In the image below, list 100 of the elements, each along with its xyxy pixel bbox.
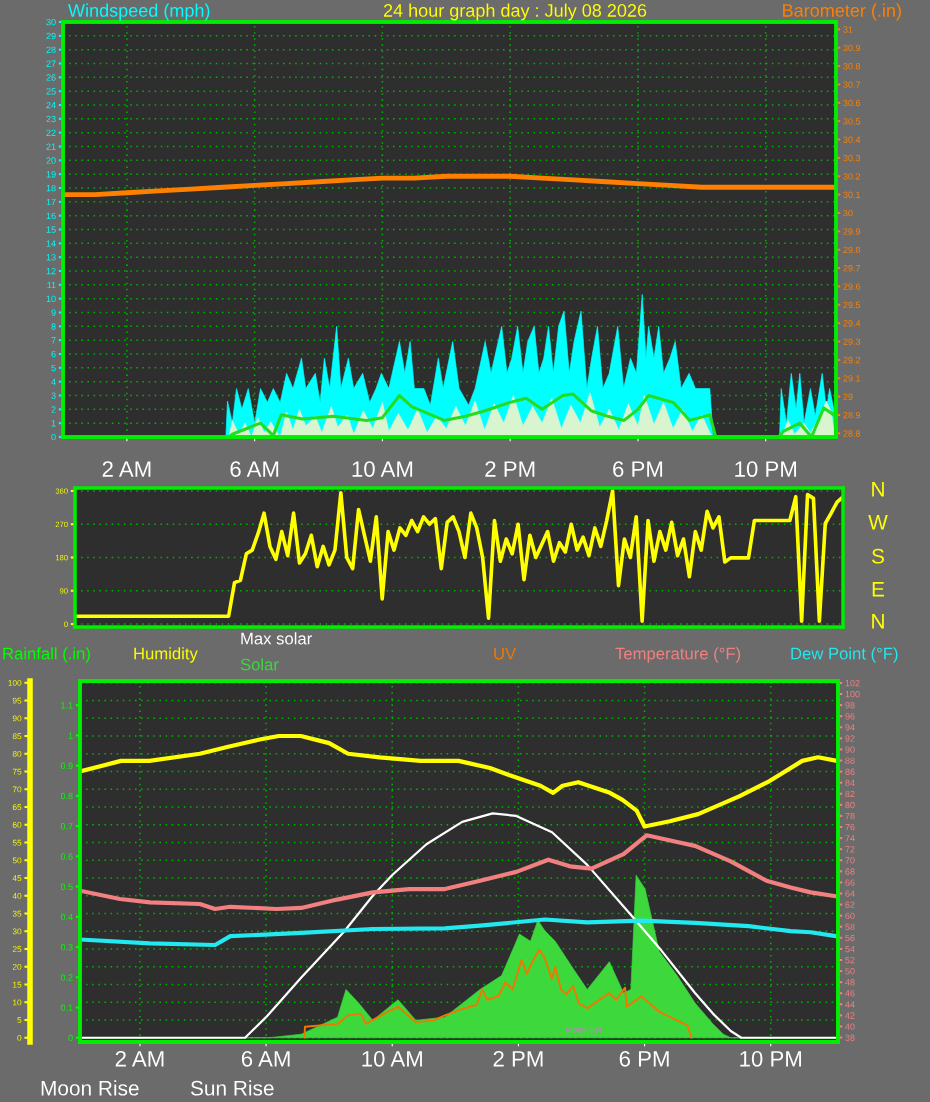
chart-title: 24 hour graph day : July 08 2026 [383, 3, 647, 21]
y-tick-label: 30 [12, 928, 22, 935]
y2-tick-label: 29 [843, 393, 853, 400]
y-axis-title: Humidity [134, 647, 198, 663]
x-tick-label: 6 AM [230, 461, 279, 477]
y2-tick-label: 30.9 [843, 44, 861, 52]
y2-tick-label: 28.8 [843, 430, 861, 437]
y-tick-label: 65 [12, 804, 22, 811]
y2-tick-label: 96 [845, 713, 855, 720]
y-tick-label: 25 [46, 88, 56, 95]
y3-tick-label: 0.2 [60, 974, 73, 981]
y-tick-label: 45 [12, 875, 22, 882]
y2-tick-label: 29.9 [843, 228, 861, 235]
y3-tick-label: 0.5 [60, 883, 73, 890]
text: S [872, 548, 884, 564]
y-tick-label: 7 [51, 337, 56, 344]
y3-tick-label: 0.9 [60, 762, 73, 770]
x-tick-label: 2 AM [115, 1050, 164, 1067]
y-tick-label: 5 [51, 364, 56, 372]
y2-tick-label: 44 [845, 1001, 855, 1008]
y-tick-label: 90 [12, 715, 22, 722]
x-tick-label: 2 PM [485, 461, 535, 477]
x-tick-label: 6 PM [613, 461, 663, 477]
y-tick-label: 29 [46, 32, 56, 40]
y2-tick-label: 30.3 [843, 154, 861, 162]
y2-tick-label: 60 [845, 912, 855, 920]
y2-tick-label: 84 [845, 779, 855, 787]
y3-tick-label: 0.4 [60, 913, 73, 921]
y-tick-label: 13 [46, 254, 56, 261]
y2-tick-label: 31 [843, 26, 853, 33]
y2-tick-label: 30.5 [843, 118, 861, 125]
y2-tick-label: 29.2 [843, 356, 861, 364]
y-tick-label: 14 [46, 240, 56, 247]
y-tick-label: 85 [12, 733, 22, 740]
y-tick-label: 10 [13, 999, 22, 1006]
annotation: Moon Set [566, 1026, 602, 1033]
y-tick-label: 0 [51, 433, 56, 441]
y-tick-label: 12 [46, 267, 56, 275]
x-tick-label: 2 PM [493, 1050, 543, 1067]
y-tick-label: 28 [46, 46, 56, 54]
y-tick-label: 15 [46, 226, 56, 233]
y2-tick-label: 38 [845, 1034, 855, 1041]
y3-tick-label: 0.6 [60, 853, 73, 860]
y-tick-label: 18 [46, 184, 56, 192]
y2-tick-label: 29.6 [843, 283, 861, 290]
y2-tick-label: 56 [845, 934, 855, 942]
y-tick-label: 5 [17, 1017, 22, 1024]
y2-tick-label: 29.8 [843, 246, 861, 254]
y2-tick-label: 74 [845, 835, 855, 842]
y2-tick-label: 29.5 [843, 301, 861, 309]
y-tick-label: 60 [12, 821, 22, 828]
text: Dew Point (°F) [791, 647, 898, 663]
y-tick-label: 6 [51, 350, 56, 358]
y3-tick-label: 0.3 [60, 944, 73, 951]
y2-tick-label: 66 [845, 879, 855, 886]
y2-tick-label: 54 [845, 945, 855, 953]
y-tick-label: 8 [51, 323, 56, 330]
x-tick-label: 6 PM [619, 1050, 669, 1067]
y2-tick-label: 52 [845, 956, 855, 964]
y-tick-label: 35 [12, 910, 22, 917]
x-tick-label: 6 AM [241, 1050, 290, 1067]
y2-axis-title: Barometer (.in) [783, 3, 901, 21]
y2-tick-label: 30.8 [843, 63, 861, 70]
text: Sun Rise [190, 1080, 274, 1096]
y-tick-label: 11 [47, 281, 56, 289]
y3-tick-label: 1.1 [61, 702, 73, 709]
y-tick-label: 95 [12, 697, 22, 704]
text: W [868, 515, 888, 530]
y2-tick-label: 29.3 [843, 338, 861, 345]
y2-tick-label: 92 [845, 735, 855, 742]
y2-tick-label: 102 [845, 679, 860, 687]
text: Moon Rise [41, 1080, 139, 1096]
y2-tick-label: 30.1 [843, 191, 861, 198]
y2-tick-label: 80 [845, 801, 855, 809]
y2-tick-label: 90 [845, 746, 855, 753]
y-tick-label: 17 [46, 198, 56, 206]
line-series [80, 917, 838, 948]
y2-tick-label: 64 [845, 890, 855, 897]
y2-tick-label: 70 [845, 857, 855, 864]
y-tick-label: 27 [46, 60, 56, 67]
y-tick-label: 40 [12, 892, 22, 899]
y-tick-label: 3 [51, 392, 56, 399]
text: N [872, 482, 884, 497]
y2-tick-label: 76 [845, 823, 855, 831]
line-series [63, 173, 836, 198]
text: Solar [240, 658, 279, 671]
y2-tick-label: 29.1 [843, 375, 861, 382]
y2-tick-label: 82 [845, 790, 855, 798]
x-tick-label: 2 AM [102, 461, 151, 477]
x-tick-label: 10 PM [735, 461, 797, 477]
y2-tick-label: 86 [845, 768, 855, 775]
y-tick-label: 20 [46, 157, 56, 164]
y3-tick-label: 0.7 [60, 823, 73, 830]
y-tick-label: 4 [51, 378, 56, 385]
y-tick-label: 50 [12, 857, 22, 864]
y3-axis-title: Rainfall (.in) [3, 647, 90, 663]
y-axis-title: Windspeed (mph) [68, 3, 210, 21]
line-series [80, 733, 838, 829]
y-tick-label: 100 [8, 679, 22, 686]
y-tick-label: 1 [51, 420, 56, 427]
